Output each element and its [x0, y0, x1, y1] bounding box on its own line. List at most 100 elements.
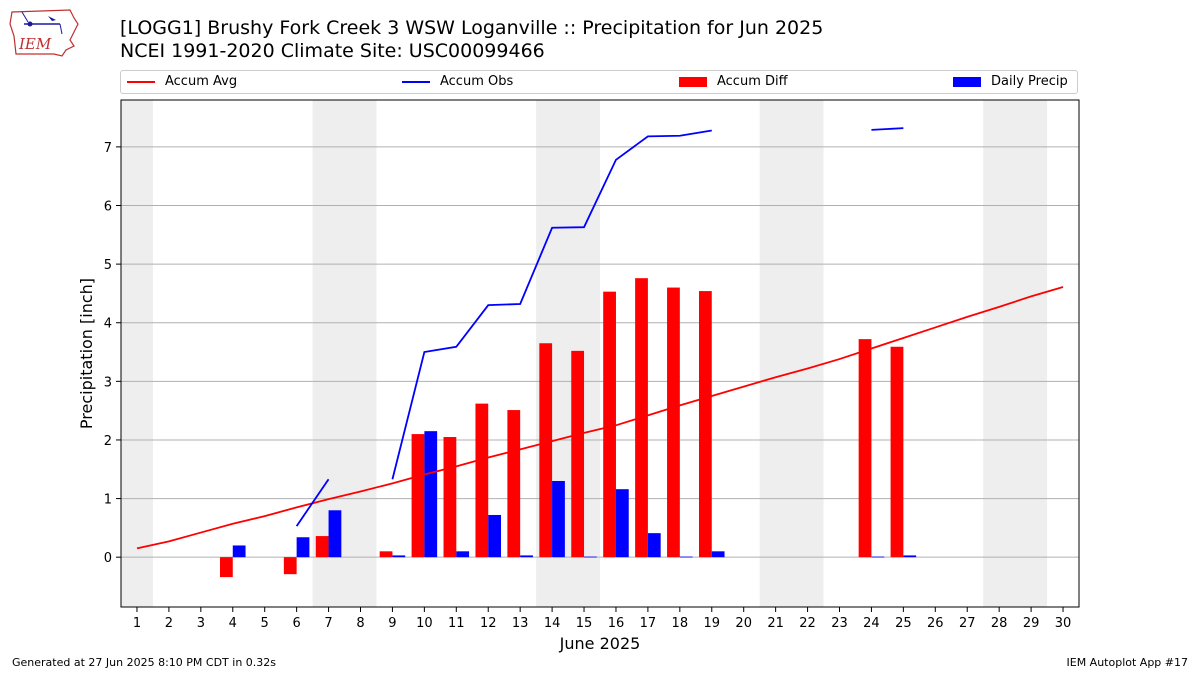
- legend-swatch-accum-obs: [402, 80, 430, 83]
- legend-label-accum-avg: Accum Avg: [165, 74, 238, 89]
- x-tick-label: 6: [292, 616, 300, 631]
- weekend-shade: [121, 100, 153, 607]
- accum-obs-line: [391, 129, 712, 480]
- y-tick-label: 6: [104, 200, 112, 215]
- x-tick-label: 20: [735, 616, 752, 631]
- x-tick-label: 2: [165, 616, 173, 631]
- chart-legend: Accum Avg Accum Obs Accum Diff Daily Pre…: [120, 70, 1078, 94]
- y-tick-label: 1: [104, 493, 112, 508]
- plot-frame: [120, 99, 1080, 608]
- accum-diff-bar: [507, 410, 521, 558]
- daily-precip-bar: [584, 556, 597, 558]
- accum-diff-bar: [603, 291, 616, 558]
- iowa-map-logo-icon: IEM: [9, 9, 79, 57]
- accum-diff-bar: [379, 551, 393, 558]
- daily-precip-bar: [647, 533, 661, 558]
- x-tick-label: 29: [1023, 616, 1040, 631]
- daily-precip-bar: [456, 551, 470, 558]
- x-tick-label: 4: [229, 616, 237, 631]
- x-tick-label: 3: [197, 616, 205, 631]
- daily-precip-bar: [488, 514, 502, 558]
- legend-item-accum-obs: Accum Obs: [402, 74, 513, 89]
- weekend-shade: [983, 100, 1048, 607]
- x-tick-label: 10: [416, 616, 433, 631]
- daily-precip-bar: [424, 431, 438, 558]
- legend-item-accum-avg: Accum Avg: [127, 74, 237, 89]
- weekend-shade: [312, 100, 377, 607]
- x-tick-label: 16: [608, 616, 625, 631]
- accum-obs-line: [295, 478, 330, 527]
- x-tick-label: 23: [831, 616, 848, 631]
- chart-title: [LOGG1] Brushy Fork Creek 3 WSW Loganvil…: [120, 17, 824, 39]
- x-tick-label: 15: [576, 616, 593, 631]
- x-tick-label: 8: [356, 616, 364, 631]
- accum-diff-bar: [219, 557, 233, 578]
- accum-diff-bar: [283, 557, 297, 575]
- daily-precip-bar: [711, 551, 725, 558]
- accum-diff-bar: [698, 291, 712, 558]
- generated-timestamp: Generated at 27 Jun 2025 8:10 PM CDT in …: [12, 656, 277, 669]
- legend-label-daily-precip: Daily Precip: [991, 74, 1068, 89]
- app-credit: IEM Autoplot App #17: [1066, 656, 1189, 669]
- iem-logo: IEM: [8, 6, 82, 60]
- daily-precip-bar: [328, 510, 342, 558]
- x-tick-label: 12: [480, 616, 497, 631]
- x-axis-label: June 2025: [559, 634, 641, 653]
- accum-diff-bar: [475, 403, 489, 558]
- legend-swatch-daily-precip: [953, 76, 981, 87]
- y-gridlines: [121, 146, 1079, 558]
- daily-precip-bar: [615, 489, 629, 558]
- accum-diff-bar: [539, 343, 553, 558]
- daily-precip-bar: [520, 555, 533, 558]
- accum-diff-bar: [315, 536, 329, 558]
- logo-text: IEM: [18, 35, 52, 53]
- daily-precip-bar: [871, 556, 885, 558]
- x-tick-label: 5: [261, 616, 269, 631]
- y-axis-ticks: 0 1 2 3 4 5 6 7: [104, 141, 121, 566]
- x-axis-ticks: 1 2 3 4 5 6 7 8 9 10 11 12 13 14 15 16 17 18 19 20 21 22 23 24 2…: [133, 607, 1071, 631]
- legend-swatch-accum-diff: [679, 76, 707, 87]
- x-tick-label: 28: [991, 616, 1008, 631]
- legend-label-accum-obs: Accum Obs: [440, 74, 514, 89]
- x-tick-label: 13: [512, 616, 529, 631]
- daily-precip-bar: [232, 545, 246, 558]
- bars: [219, 278, 917, 578]
- x-tick-label: 7: [324, 616, 332, 631]
- lines: [136, 127, 1064, 550]
- accum-diff-bar: [411, 434, 425, 558]
- y-tick-label: 3: [104, 375, 112, 390]
- x-tick-label: 26: [927, 616, 944, 631]
- accum-diff-bar: [667, 287, 680, 558]
- x-tick-label: 17: [640, 616, 657, 631]
- daily-precip-bar: [903, 555, 917, 558]
- accum-obs-line: [871, 127, 904, 131]
- x-tick-label: 1: [133, 616, 141, 631]
- x-tick-label: 9: [388, 616, 396, 631]
- y-tick-label: 0: [104, 551, 112, 566]
- x-tick-label: 11: [448, 616, 465, 631]
- x-tick-label: 21: [767, 616, 784, 631]
- chart-subtitle: NCEI 1991-2020 Climate Site: USC00099466: [120, 40, 545, 62]
- accum-diff-bar: [571, 350, 585, 558]
- x-tick-label: 22: [799, 616, 816, 631]
- weekend-shade: [759, 100, 824, 607]
- daily-precip-bar: [679, 556, 693, 558]
- legend-label-accum-diff: Accum Diff: [717, 74, 788, 89]
- x-tick-label: 27: [959, 616, 976, 631]
- legend-item-daily-precip: Daily Precip: [953, 74, 1068, 89]
- y-axis-label: Precipitation [inch]: [77, 278, 96, 429]
- x-tick-label: 18: [672, 616, 689, 631]
- y-tick-label: 2: [104, 434, 112, 449]
- legend-item-accum-diff: Accum Diff: [679, 74, 788, 89]
- x-tick-label: 30: [1055, 616, 1072, 631]
- x-tick-label: 19: [703, 616, 720, 631]
- accum-diff-bar: [443, 437, 457, 558]
- y-tick-label: 7: [104, 141, 112, 156]
- accum-diff-bar: [890, 346, 904, 558]
- daily-precip-bar: [296, 537, 310, 558]
- accum-avg-line: [136, 286, 1064, 550]
- y-tick-label: 4: [104, 317, 112, 332]
- x-tick-label: 24: [863, 616, 880, 631]
- accum-diff-bar: [858, 339, 872, 558]
